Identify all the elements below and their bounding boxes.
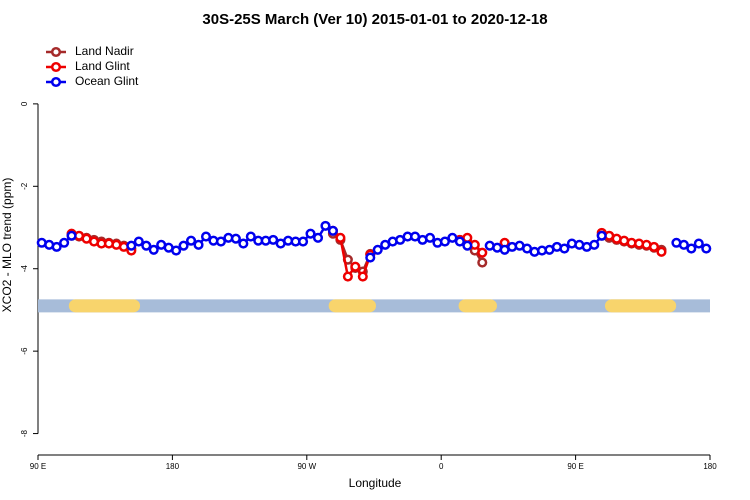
point (186, 235, 197, 246)
point (59, 237, 70, 248)
point (589, 239, 600, 250)
point (335, 232, 346, 243)
point (701, 243, 712, 254)
point (268, 234, 279, 245)
y-tick-label: -2 (20, 182, 29, 190)
point (656, 246, 667, 257)
x-tick-label: 180 (166, 462, 180, 471)
point (215, 236, 226, 247)
point (439, 236, 450, 247)
x-tick-label: 90 W (297, 462, 316, 471)
y-tick-label: -4 (20, 265, 29, 273)
point (678, 239, 689, 250)
point (133, 236, 144, 247)
point (648, 241, 660, 252)
legend-label: Ocean Glint (75, 74, 139, 88)
point (320, 220, 331, 231)
point (141, 240, 152, 251)
legend-label: Land Nadir (75, 44, 134, 58)
point (178, 240, 189, 251)
point (357, 271, 368, 282)
point (462, 240, 473, 251)
x-tick-label: 90 E (567, 462, 583, 471)
point (477, 257, 488, 268)
point (327, 225, 338, 236)
point (447, 232, 458, 243)
point (305, 228, 316, 239)
point (342, 271, 353, 282)
legend-marker (50, 46, 62, 58)
legend-marker (50, 61, 62, 73)
point (454, 236, 465, 247)
point (686, 243, 697, 254)
x-axis-label: Longitude (349, 476, 402, 490)
point (596, 230, 607, 241)
point (298, 236, 309, 247)
point (230, 233, 241, 244)
point (245, 231, 256, 242)
point (148, 244, 159, 255)
legend-label: Land Glint (75, 59, 130, 73)
point (372, 244, 383, 255)
point (365, 252, 376, 263)
point (693, 238, 704, 249)
point (238, 238, 249, 249)
point (171, 245, 182, 256)
point (126, 240, 137, 251)
point (350, 261, 361, 272)
x-tick-label: 0 (439, 462, 444, 471)
point (312, 232, 324, 243)
point (200, 231, 212, 242)
x-tick-label: 90 E (30, 462, 46, 471)
legend-marker (50, 76, 62, 88)
y-tick-label: 0 (20, 101, 29, 106)
point (51, 241, 62, 252)
y-tick-label: -8 (20, 429, 29, 437)
y-axis-label: XCO2 - MLO trend (ppm) (0, 178, 14, 313)
point (424, 232, 436, 243)
chart-title: 30S-25S March (Ver 10) 2015-01-01 to 202… (202, 11, 547, 28)
point (559, 243, 570, 254)
point (477, 247, 488, 258)
x-tick-label: 180 (703, 462, 717, 471)
y-tick-label: -6 (20, 347, 29, 355)
point (193, 239, 204, 250)
point (66, 230, 77, 241)
